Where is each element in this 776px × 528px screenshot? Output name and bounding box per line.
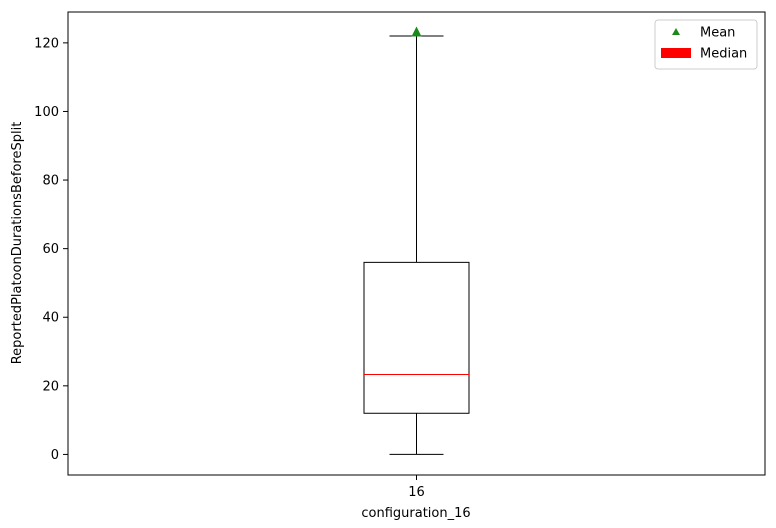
y-tick-label: 100 — [34, 105, 59, 120]
y-tick-label: 20 — [42, 379, 59, 394]
legend-items: Mean Median — [661, 26, 747, 62]
legend: Mean Median — [654, 19, 758, 70]
y-tick-label: 120 — [34, 36, 59, 51]
y-tick-label: 60 — [42, 242, 59, 257]
x-axis-label: configuration_16 — [361, 506, 470, 521]
y-tick-label: 0 — [51, 448, 59, 463]
iqr-box — [363, 261, 470, 414]
legend-median-patch — [661, 48, 691, 58]
legend-mean-marker — [672, 28, 680, 35]
y-axis: 0 20 40 60 80 100 120 — [34, 36, 68, 463]
legend-label: Median — [700, 47, 747, 62]
y-axis-label: ReportedPlatoonDurationsBeforeSplit — [10, 122, 25, 365]
x-axis: 16 — [408, 475, 425, 500]
x-tick-label: 16 — [408, 485, 425, 500]
mean-marker — [411, 26, 422, 37]
y-tick-label: 80 — [42, 174, 59, 189]
legend-label: Mean — [700, 26, 735, 41]
y-tick-label: 40 — [42, 311, 59, 326]
box-group — [363, 26, 470, 455]
